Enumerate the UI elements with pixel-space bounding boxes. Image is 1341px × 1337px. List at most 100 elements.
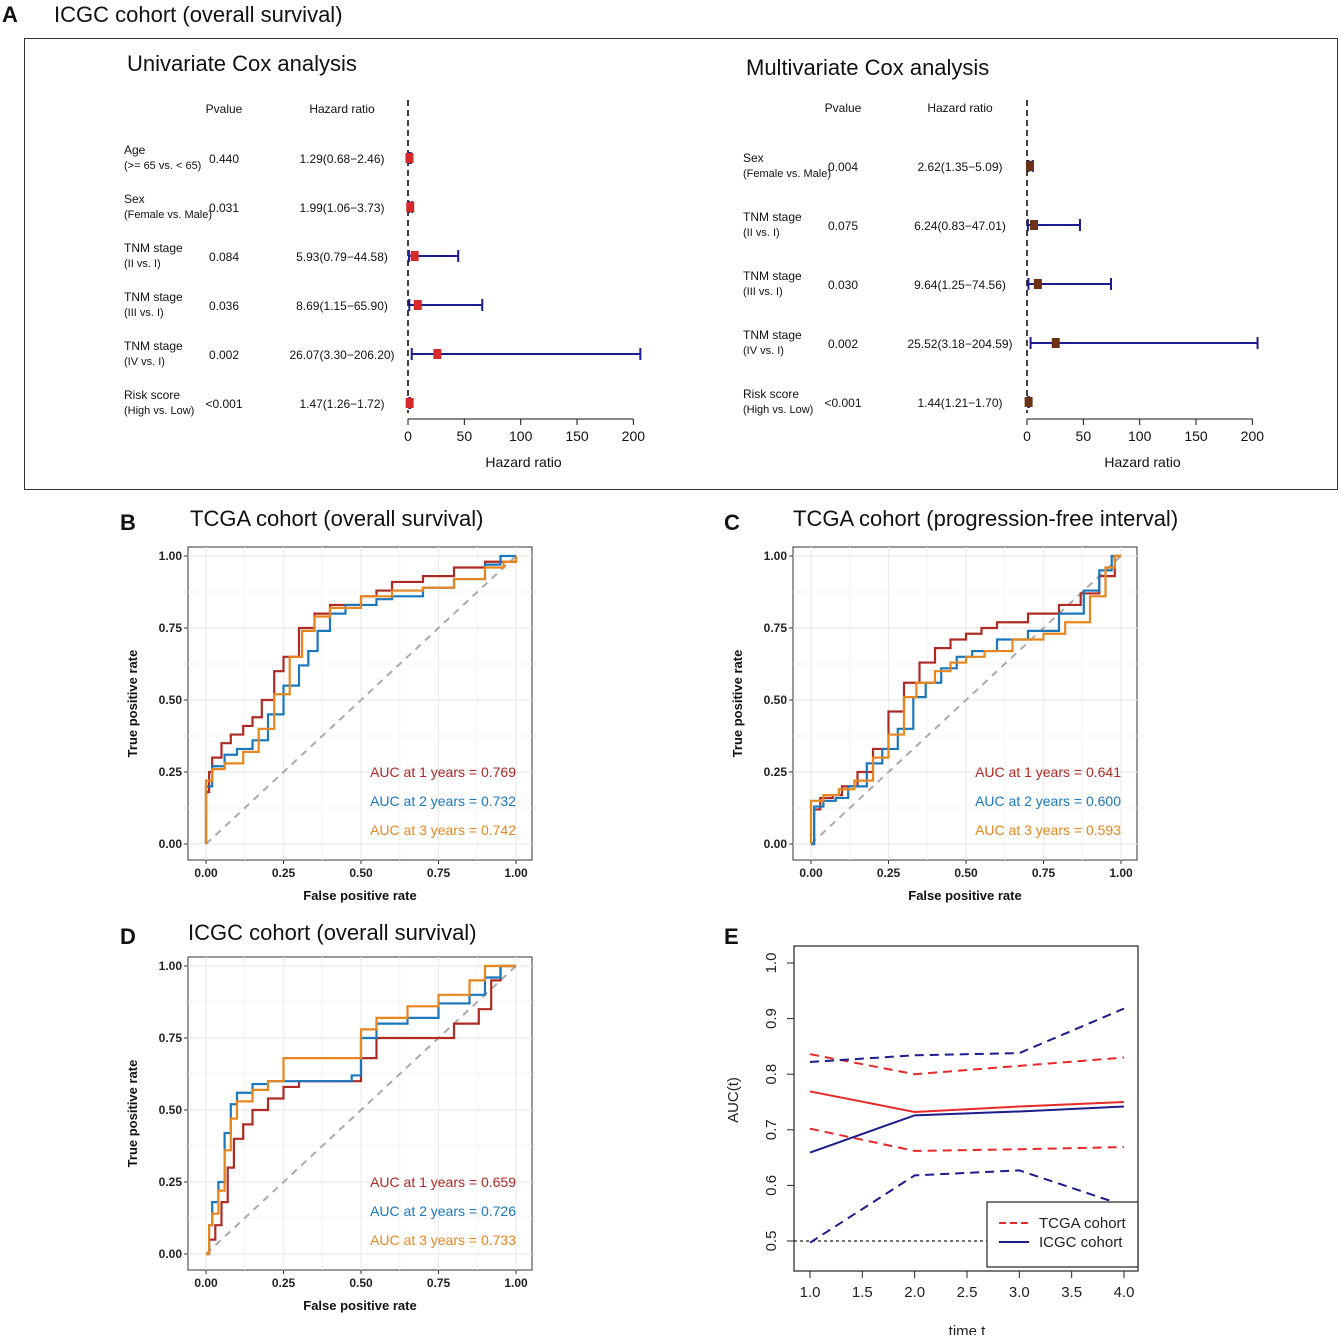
y-tick-label: 0.25	[159, 765, 183, 779]
y-axis-label: True positive rate	[125, 1060, 140, 1168]
row-name: TNM stage	[124, 290, 183, 304]
x-axis-label: False positive rate	[303, 1298, 416, 1313]
auc-label-1y: AUC at 1 years = 0.769	[370, 764, 516, 780]
row-name: TNM stage	[743, 328, 802, 342]
y-tick-label: 0.50	[159, 1103, 183, 1117]
roc-chart-tcga-os: 0.00 0.00 0.25 0.25 0.50 0.50 0.75 0.75 1.00 1.00…	[125, 546, 533, 903]
diagonal-reference	[205, 555, 517, 845]
x-tick-label: 100	[509, 428, 533, 444]
y-tick-label: 0.9	[763, 1008, 780, 1029]
x-tick-label: 1.00	[1109, 866, 1133, 880]
y-axis-label: True positive rate	[125, 650, 140, 758]
x-tick-label: 150	[565, 428, 589, 444]
row-name: TNM stage	[743, 210, 802, 224]
row-subtitle: (IV vs. I)	[743, 345, 784, 357]
x-tick-label: 150	[1184, 428, 1208, 444]
x-tick-label: 1.5	[852, 1284, 873, 1301]
auc-label-1y: AUC at 1 years = 0.641	[975, 764, 1121, 780]
row-hazard-ratio: 25.52(3.18−204.59)	[907, 337, 1012, 351]
legend-box	[986, 1201, 1139, 1268]
panel-title-c: TCGA cohort (progression-free interval)	[793, 506, 1179, 531]
x-tick-label: 0.50	[954, 866, 978, 880]
row-name: Age	[124, 143, 146, 157]
y-tick-label: 0.5	[763, 1231, 780, 1252]
y-tick-label: 0.25	[159, 1175, 183, 1189]
y-tick-label: 0.50	[764, 693, 788, 707]
row-hazard-ratio: 1.44(1.21−1.70)	[917, 396, 1002, 410]
x-tick-label: 3.0	[1009, 1284, 1030, 1301]
row-name: Risk score	[743, 387, 799, 401]
row-pvalue: 0.075	[828, 219, 858, 233]
hazard-point	[405, 398, 414, 408]
roc-curve-1y	[206, 964, 516, 1256]
panel-label-d: D	[120, 924, 136, 949]
x-tick-label: 50	[1076, 428, 1092, 444]
roc-curve-3y	[809, 554, 1121, 844]
x-tick-label: 200	[1241, 428, 1265, 444]
row-subtitle: (High vs. Low)	[124, 405, 194, 417]
auc-label-3y: AUC at 3 years = 0.742	[370, 822, 516, 838]
row-hazard-ratio: 9.64(1.25−74.56)	[914, 278, 1006, 292]
row-subtitle: (II vs. I)	[743, 227, 780, 239]
time-auc-chart: 1.0 1.5 2.0 2.5 3.0 3.5 4.0 0.5 0.6 0.7 0.8 0.9 1.0 t…	[725, 945, 1139, 1335]
row-name: Sex	[124, 192, 145, 206]
y-tick-label: 1.0	[763, 953, 780, 974]
multivariate-forest-plot: Multivariate Cox analysis Pvalue Hazard ra…	[743, 55, 1265, 470]
hazard-point	[406, 202, 415, 212]
y-tick-label: 0.75	[159, 1031, 183, 1045]
row-hazard-ratio: 2.62(1.35−5.09)	[917, 160, 1002, 174]
y-tick-label: 0.75	[764, 621, 788, 635]
x-tick-label: 0	[404, 428, 412, 444]
roc-curve-2y	[206, 964, 516, 1256]
x-tick-label: 0.50	[349, 1276, 373, 1290]
row-hazard-ratio: 6.24(0.83−47.01)	[914, 219, 1006, 233]
x-axis-label: time t	[949, 1323, 987, 1335]
auc-line-icgc-cohort	[809, 1105, 1125, 1154]
row-pvalue: <0.001	[824, 396, 861, 410]
row-subtitle: (Female vs. Male)	[743, 168, 831, 180]
x-tick-label: 0.00	[194, 866, 218, 880]
row-name: Sex	[743, 151, 764, 165]
y-tick-label: 0.8	[763, 1064, 780, 1085]
x-tick-label: 100	[1128, 428, 1152, 444]
panel-a-frame	[24, 38, 1338, 490]
x-tick-label: 0.00	[799, 866, 823, 880]
hazard-point	[413, 300, 422, 310]
y-axis-label: AUC(t)	[725, 1077, 742, 1123]
hazard-point	[410, 251, 419, 261]
y-tick-label: 1.00	[764, 549, 788, 563]
hazard-point	[405, 153, 414, 163]
x-tick-label: 0.00	[194, 1276, 218, 1290]
row-name: TNM stage	[743, 269, 802, 283]
row-hazard-ratio: 8.69(1.15−65.90)	[296, 299, 388, 313]
roc-curve-3y	[204, 556, 518, 844]
panel-title-a: ICGC cohort (overall survival)	[54, 2, 343, 27]
row-hazard-ratio: 1.29(0.68−2.46)	[299, 152, 384, 166]
row-subtitle: (IV vs. I)	[124, 356, 165, 368]
x-tick-label: 0.25	[272, 1276, 296, 1290]
column-header-hazard-ratio: Hazard ratio	[309, 102, 375, 116]
row-pvalue: 0.030	[828, 278, 858, 292]
x-tick-label: 200	[622, 428, 646, 444]
x-tick-label: 1.0	[800, 1284, 821, 1301]
x-tick-label: 2.5	[957, 1284, 978, 1301]
row-subtitle: (Female vs. Male)	[124, 209, 212, 221]
x-tick-label: 1.00	[504, 1276, 528, 1290]
column-header-pvalue: Pvalue	[825, 101, 862, 115]
auc-label-3y: AUC at 3 years = 0.593	[975, 822, 1121, 838]
auc-label-3y: AUC at 3 years = 0.733	[370, 1232, 516, 1248]
row-pvalue: 0.002	[828, 337, 858, 351]
auc-line-icgc-cohort-upper	[809, 1007, 1125, 1063]
auc-line-icgc-cohort-lower	[809, 1169, 1125, 1244]
panel-label-b: B	[120, 510, 136, 535]
panel-title-d: ICGC cohort (overall survival)	[188, 920, 477, 945]
y-tick-label: 0.6	[763, 1175, 780, 1196]
x-tick-label: 4.0	[1114, 1284, 1135, 1301]
legend-label-1: TCGA cohort	[1039, 1215, 1127, 1232]
y-tick-label: 0.00	[159, 837, 183, 851]
x-axis-label: Hazard ratio	[1104, 454, 1180, 470]
row-pvalue: 0.031	[209, 201, 239, 215]
row-hazard-ratio: 5.93(0.79−44.58)	[296, 250, 388, 264]
hazard-point	[1030, 220, 1039, 230]
roc-chart-icgc-os: 0.00 0.00 0.25 0.25 0.50 0.50 0.75 0.75 1.00 1.00…	[125, 956, 533, 1313]
